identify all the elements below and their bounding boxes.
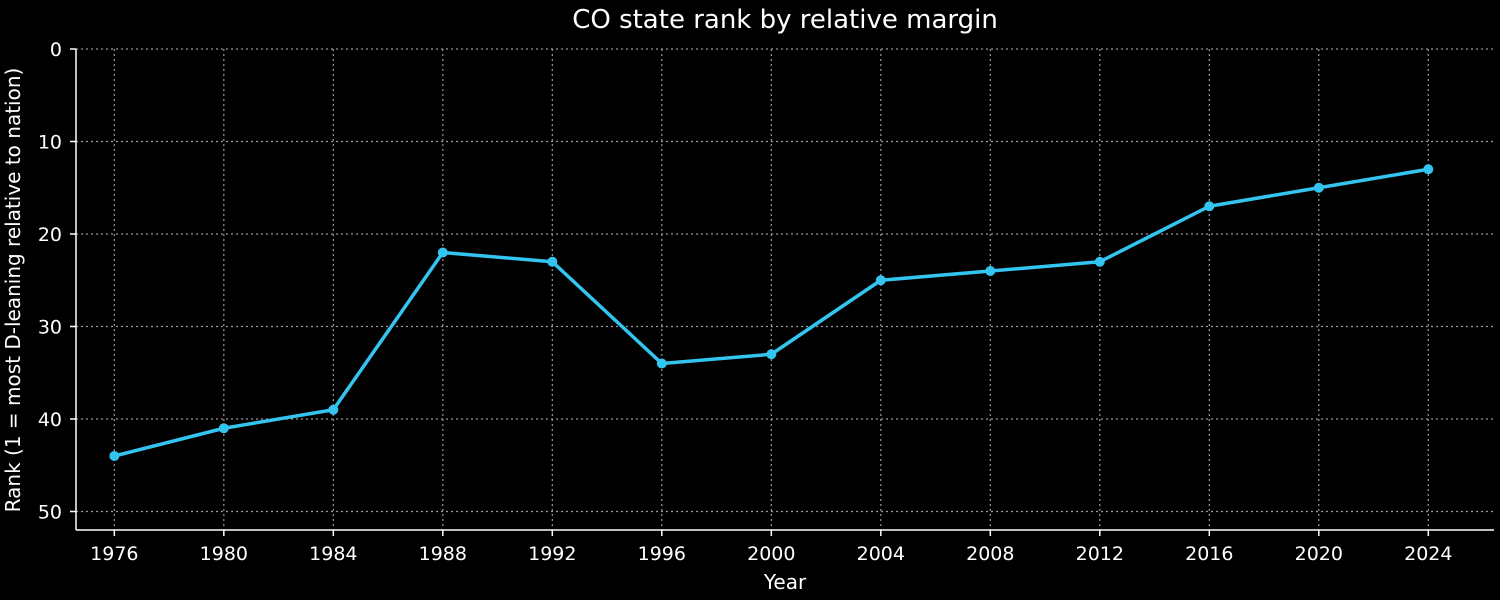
x-axis-label: Year [763, 570, 807, 594]
x-tick-label: 2000 [747, 543, 795, 565]
series [109, 164, 1434, 461]
y-tick-label: 20 [38, 224, 62, 246]
x-tick-label: 1996 [638, 543, 686, 565]
data-point [1423, 164, 1434, 175]
x-tick-label: 2016 [1185, 543, 1233, 565]
x-tick-label: 2008 [966, 543, 1014, 565]
series-line [112, 167, 1431, 458]
x-tick-label: 2004 [857, 543, 905, 565]
data-point [1313, 182, 1324, 193]
y-tick-label: 0 [50, 39, 62, 61]
data-point [875, 275, 886, 286]
y-tick-label: 50 [38, 502, 62, 524]
data-point [985, 266, 996, 276]
x-tick-label: 2020 [1295, 543, 1343, 565]
x-tick-label: 2012 [1076, 543, 1124, 565]
x-tick-label: 1976 [90, 543, 138, 565]
chart-title: CO state rank by relative margin [572, 5, 998, 35]
data-point [1094, 256, 1105, 267]
y-tick-label: 30 [38, 317, 62, 339]
data-point [656, 358, 667, 369]
grid-lines [76, 48, 1494, 530]
y-tick-label: 10 [38, 132, 62, 154]
x-tick-label: 2024 [1404, 543, 1452, 565]
data-point [328, 404, 339, 415]
data-point [437, 247, 448, 258]
data-point [547, 256, 558, 267]
data-point [766, 349, 777, 360]
x-tick-label: 1984 [309, 543, 357, 565]
data-point [1204, 201, 1215, 212]
tick-labels: 1976 1980 1984 1988 1992 1996 2000 2004 2008 2012… [38, 39, 1453, 565]
x-tick-label: 1992 [528, 543, 576, 565]
x-tick-label: 1988 [419, 543, 467, 565]
axes [70, 48, 1494, 536]
x-tick-label: 1980 [200, 543, 248, 565]
data-point [218, 423, 229, 434]
data-point [109, 451, 120, 461]
y-axis-label: Rank (1 = most D-leaning relative to nat… [1, 68, 25, 513]
y-tick-label: 40 [38, 409, 62, 431]
